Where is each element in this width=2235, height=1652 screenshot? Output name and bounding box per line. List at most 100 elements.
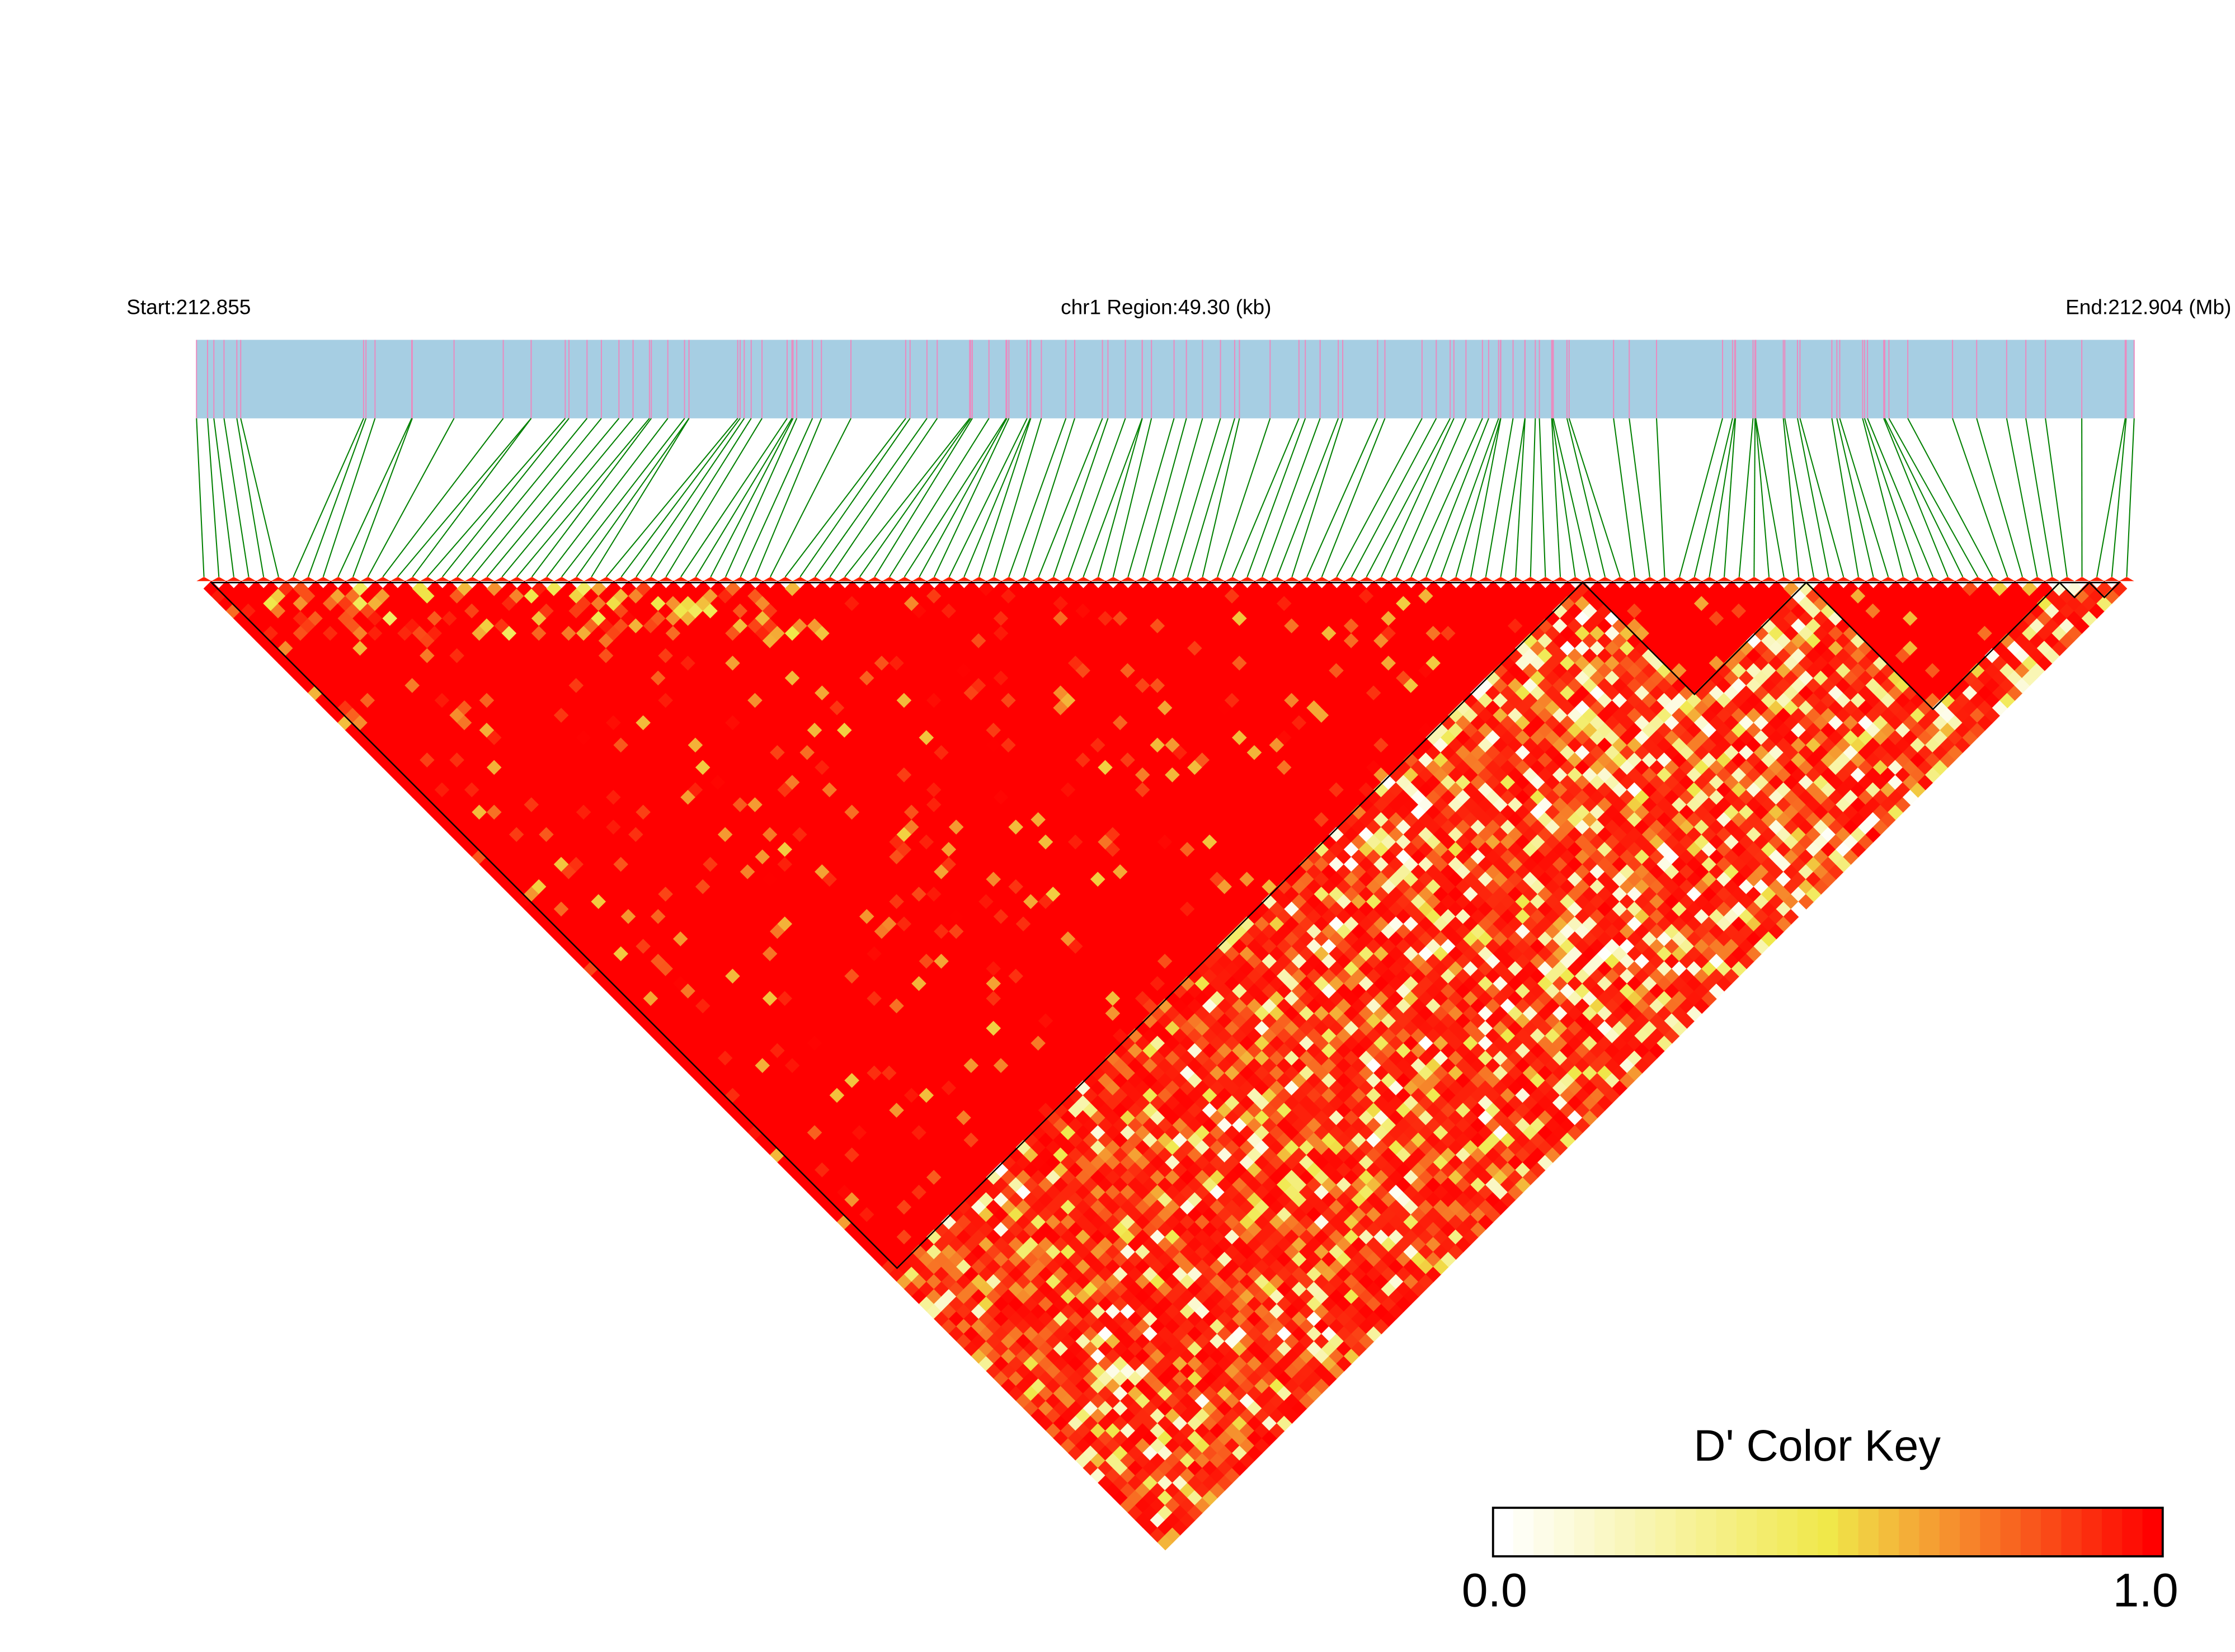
- ld-cell: [948, 1325, 965, 1342]
- snp-link-line: [725, 418, 798, 577]
- ld-cell: [457, 759, 473, 776]
- snp-tick: [226, 577, 242, 581]
- snp-link-line: [1862, 418, 1904, 577]
- snp-tick: [1806, 577, 1822, 581]
- ld-cell: [486, 834, 503, 850]
- ld-cell: [241, 603, 257, 619]
- ld-cell: [777, 1080, 793, 1096]
- snp-link-line: [1836, 418, 1874, 577]
- ld-cell: [486, 774, 503, 790]
- snp-tick: [1657, 577, 1672, 581]
- snp-tick: [509, 577, 525, 581]
- ld-cell: [643, 990, 660, 1006]
- ld-cell: [449, 797, 465, 813]
- snp-link-line: [1440, 418, 1499, 577]
- ld-cell: [270, 603, 287, 619]
- snp-tick: [1299, 577, 1315, 581]
- snp-tick: [1373, 577, 1389, 581]
- snp-tick: [1731, 577, 1747, 581]
- snp-tick: [1180, 577, 1196, 581]
- snp-tick: [867, 577, 882, 581]
- snp-tick: [1150, 577, 1166, 581]
- snp-link-line: [815, 418, 928, 577]
- snp-link-line: [412, 418, 532, 577]
- ld-cell: [672, 961, 689, 977]
- ld-cell: [285, 603, 302, 619]
- ld-cell: [672, 1020, 689, 1037]
- ld-cell: [598, 945, 615, 962]
- ld-cell: [956, 1333, 972, 1349]
- snp-link-line: [1538, 418, 1546, 577]
- ld-cell: [420, 752, 436, 768]
- ld-cell: [829, 1117, 846, 1133]
- ld-cell: [486, 789, 503, 806]
- snp-tick: [733, 577, 749, 581]
- snp-tick: [1478, 577, 1494, 581]
- snp-tick: [1284, 577, 1300, 581]
- snp-tick: [2074, 577, 2090, 581]
- ld-cell: [636, 1013, 652, 1029]
- snp-link-line: [206, 418, 220, 577]
- ld-cell: [672, 975, 689, 992]
- snp-tick: [837, 577, 853, 581]
- snp-link-line: [1679, 418, 1723, 577]
- snp-tick: [331, 577, 346, 581]
- ld-cell: [1083, 1370, 1099, 1387]
- ld-cell: [606, 893, 622, 910]
- snp-link-line: [1500, 418, 1526, 577]
- ld-cell: [636, 953, 652, 969]
- ld-cell: [829, 1161, 846, 1178]
- ld-cell: [300, 603, 317, 619]
- snp-tick: [2030, 577, 2045, 581]
- ld-cell: [389, 737, 406, 754]
- ld-cell: [889, 1236, 905, 1253]
- ld-cell: [1083, 1415, 1099, 1432]
- snp-link-line: [1336, 418, 1423, 577]
- ld-cell: [770, 1057, 786, 1074]
- snp-link-line: [695, 418, 793, 577]
- snp-link-line: [1366, 418, 1451, 577]
- ld-cell: [636, 983, 652, 999]
- ld-cell: [703, 1020, 719, 1037]
- ld-cell: [1008, 1370, 1024, 1387]
- snp-tick: [1568, 577, 1583, 581]
- snp-tick: [1523, 577, 1538, 581]
- ld-cell: [345, 647, 361, 664]
- snp-tick: [390, 577, 406, 581]
- snp-link-line: [1157, 418, 1203, 577]
- snp-tick: [241, 577, 256, 581]
- snp-tick: [1821, 577, 1836, 581]
- snp-tick: [628, 577, 644, 581]
- snp-tick: [1955, 577, 1970, 581]
- ld-cell: [1127, 1415, 1144, 1432]
- ld-cell: [568, 886, 585, 902]
- snp-link-line: [1515, 418, 1526, 577]
- snp-tick: [405, 577, 420, 581]
- snp-tick: [1493, 577, 1508, 581]
- snp-tick: [1090, 577, 1106, 581]
- ld-cell: [568, 901, 585, 917]
- snp-tick: [1389, 577, 1404, 581]
- snp-link-line: [442, 418, 570, 577]
- snp-tick: [584, 577, 599, 581]
- snp-tick: [479, 577, 495, 581]
- snp-link-line: [1693, 418, 1733, 577]
- ld-cell: [703, 1050, 719, 1066]
- snp-link-line: [1455, 418, 1502, 577]
- snp-link-line: [367, 418, 455, 577]
- snp-tick: [1627, 577, 1643, 581]
- ld-cell: [598, 916, 615, 932]
- ld-cell: [539, 886, 555, 902]
- ld-cell: [770, 1117, 786, 1133]
- snp-link-line: [1291, 418, 1344, 577]
- snp-tick: [554, 577, 570, 581]
- snp-tick: [1016, 577, 1032, 581]
- snp-link-line: [293, 418, 364, 577]
- snp-tick: [345, 577, 361, 581]
- snp-link-line: [1098, 418, 1143, 577]
- snp-tick: [1269, 577, 1285, 581]
- snp-link-line: [889, 418, 990, 577]
- snp-link-line: [1231, 418, 1300, 577]
- snp-tick: [957, 577, 972, 581]
